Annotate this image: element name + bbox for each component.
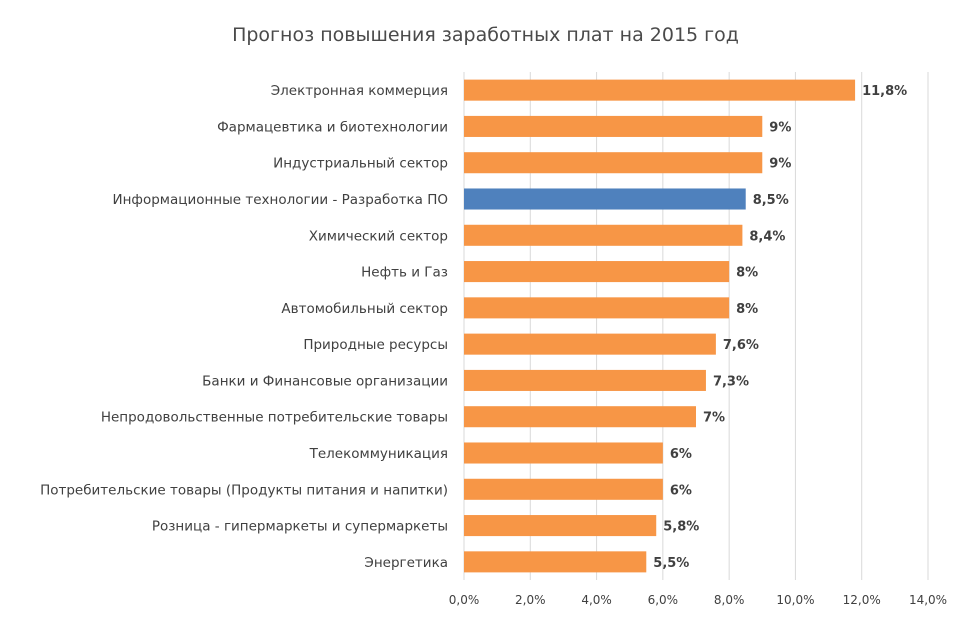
- category-label: Автомобильный сектор: [281, 301, 448, 317]
- chart-title: Прогноз повышения заработных плат на 201…: [232, 24, 739, 46]
- data-label: 8,5%: [753, 193, 789, 208]
- bar: [464, 406, 696, 428]
- data-label: 7,6%: [723, 338, 759, 353]
- bar: [464, 79, 856, 101]
- bar: [464, 442, 663, 464]
- bar: [464, 478, 663, 500]
- x-tick-label: 14,0%: [909, 593, 947, 607]
- data-label: 5,8%: [663, 520, 699, 535]
- x-tick-label: 8,0%: [714, 593, 745, 607]
- x-tick-label: 10,0%: [776, 593, 814, 607]
- bar: [464, 369, 706, 391]
- x-tick-label: 4,0%: [581, 593, 612, 607]
- bar: [464, 152, 763, 174]
- x-tick-label: 2,0%: [515, 593, 546, 607]
- bar: [464, 551, 647, 573]
- data-label: 5,5%: [653, 556, 689, 571]
- x-tick-label: 0,0%: [449, 593, 480, 607]
- data-label: 8%: [736, 302, 758, 317]
- bar: [464, 224, 743, 246]
- data-label: 7,3%: [713, 374, 749, 389]
- category-label: Нефть и Газ: [361, 265, 448, 281]
- category-label: Телекоммуникация: [309, 446, 448, 462]
- category-label: Химический сектор: [309, 228, 448, 244]
- category-label: Энергетика: [364, 555, 448, 571]
- category-label: Банки и Финансовые организации: [202, 373, 448, 389]
- bar: [464, 115, 763, 137]
- category-label: Электронная коммерция: [271, 83, 448, 99]
- data-label: 6%: [670, 483, 692, 498]
- bar: [464, 297, 730, 319]
- data-label: 6%: [670, 447, 692, 462]
- data-label: 8%: [736, 266, 758, 281]
- data-label: 7%: [703, 411, 725, 426]
- bar: [464, 261, 730, 283]
- bar: [464, 188, 746, 210]
- category-label: Информационные технологии - Разработка П…: [113, 192, 449, 208]
- bar: [464, 515, 657, 537]
- category-label: Потребительские товары (Продукты питания…: [40, 482, 448, 498]
- category-label: Природные ресурсы: [303, 337, 448, 353]
- bar: [464, 333, 716, 355]
- x-tick-label: 12,0%: [843, 593, 881, 607]
- category-label: Непродовольственные потребительские това…: [101, 410, 448, 426]
- category-label: Розница - гипермаркеты и супермаркеты: [152, 519, 448, 535]
- category-label: Индустриальный сектор: [273, 156, 448, 172]
- x-tick-label: 6,0%: [648, 593, 679, 607]
- data-label: 9%: [769, 157, 791, 172]
- data-label: 11,8%: [862, 84, 907, 99]
- data-label: 9%: [769, 120, 791, 135]
- category-label: Фармацевтика и биотехнологии: [217, 119, 448, 135]
- data-label: 8,4%: [749, 229, 785, 244]
